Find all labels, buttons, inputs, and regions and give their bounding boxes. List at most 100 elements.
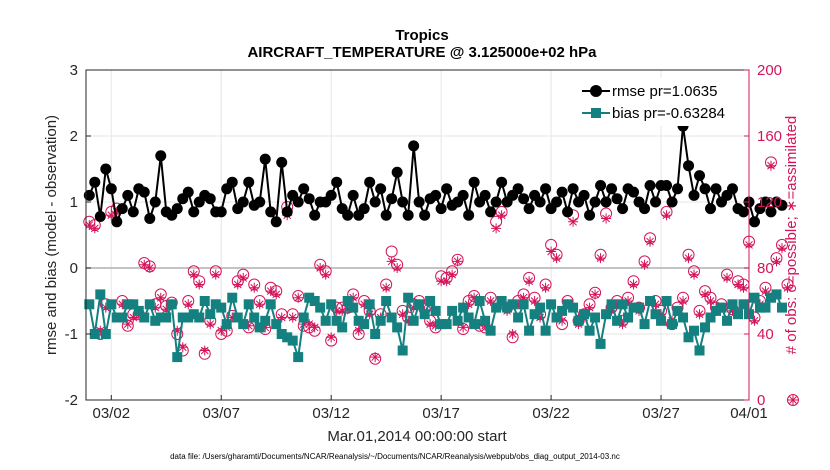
bias-point xyxy=(122,299,133,310)
rmse-point xyxy=(364,176,376,188)
rmse-point xyxy=(265,206,277,218)
assimilated-point xyxy=(315,263,326,273)
bias-point xyxy=(601,309,612,320)
assimilated-point xyxy=(320,269,331,280)
rmse-point xyxy=(765,206,777,218)
assimilated-point xyxy=(507,329,518,339)
assimilated-point xyxy=(595,253,606,264)
assimilated-point xyxy=(276,312,287,323)
assimilated-point xyxy=(612,299,623,310)
assimilated-point xyxy=(441,276,452,287)
bias-point xyxy=(249,312,260,323)
assimilated-point xyxy=(249,282,260,293)
assimilated-point xyxy=(469,292,480,303)
bias-point xyxy=(205,309,216,320)
bias-point xyxy=(172,352,183,363)
bias-point xyxy=(507,299,518,310)
bias-point xyxy=(304,292,315,303)
rmse-point xyxy=(116,203,128,215)
assimilated-point xyxy=(590,289,601,300)
assimilated-point xyxy=(700,289,711,300)
assimilated-point xyxy=(381,282,392,293)
assimilated-point xyxy=(293,292,304,303)
bias-point xyxy=(689,325,700,336)
bias-point xyxy=(683,332,694,343)
assimilated-point xyxy=(540,282,551,293)
assimilated-point xyxy=(584,302,595,313)
bias-point xyxy=(502,302,513,313)
bias-point xyxy=(348,302,359,313)
rmse-point xyxy=(496,176,508,188)
bias-point xyxy=(672,305,683,316)
bias-point xyxy=(183,312,194,323)
assimilated-point xyxy=(705,296,716,306)
bias-point xyxy=(100,329,111,339)
legend: rmse pr=1.0635 bias pr=-0.63284 xyxy=(578,78,742,126)
bias-point xyxy=(535,302,546,313)
y-axis-left-label: rmse and bias (model - observation) xyxy=(43,115,60,355)
assimilated-point xyxy=(304,319,315,330)
assimilated-point xyxy=(84,220,95,231)
assimilated-point xyxy=(694,309,705,320)
bias-point xyxy=(557,305,568,316)
rmse-point xyxy=(292,196,304,208)
y-right-tick-label: 0 xyxy=(757,392,765,409)
rmse-point xyxy=(468,176,480,188)
rmse-point xyxy=(441,183,453,195)
assimilated-point xyxy=(650,299,661,310)
assimilated-point xyxy=(722,272,733,283)
x-tick-label: 04/01 xyxy=(730,405,768,422)
assimilated-point xyxy=(122,319,133,330)
assimilated-point xyxy=(557,315,568,326)
bias-point xyxy=(491,302,502,313)
assimilated-point xyxy=(392,263,403,273)
rmse-point xyxy=(182,186,194,198)
bias-point xyxy=(513,312,524,323)
bias-point xyxy=(221,319,232,330)
y-axis-right: 0 40 80 120 160 200 xyxy=(744,62,782,409)
y-axis-left: -2 -1 0 1 2 3 xyxy=(65,62,91,409)
bias-point xyxy=(612,315,623,326)
assimilated-point xyxy=(518,292,529,303)
bias-point xyxy=(188,309,199,320)
bias-point xyxy=(144,299,155,310)
bias-point xyxy=(617,299,628,310)
y-left-tick-label: 3 xyxy=(70,62,78,79)
assimilated-point xyxy=(606,305,617,316)
legend-bias-label: bias pr=-0.63284 xyxy=(612,105,725,122)
assimilated-point xyxy=(309,322,320,333)
bias-point xyxy=(749,292,760,303)
bias-point xyxy=(133,305,144,316)
bias-point xyxy=(590,312,601,323)
rmse-point xyxy=(435,203,447,215)
rmse-point xyxy=(419,209,431,221)
rmse-point xyxy=(204,193,216,205)
assimilated-point xyxy=(216,325,227,336)
bias-point xyxy=(232,312,243,323)
bias-point xyxy=(529,309,540,320)
rmse-point xyxy=(551,196,563,208)
assimilated-point xyxy=(425,319,436,330)
bias-point xyxy=(216,302,227,313)
y-right-tick-label: 200 xyxy=(757,62,782,79)
bias-point xyxy=(579,309,590,320)
assimilated-point xyxy=(749,315,760,326)
x-tick-label: 03/22 xyxy=(532,405,570,422)
assimilated-point xyxy=(183,299,194,310)
x-tick-label: 03/17 xyxy=(422,405,460,422)
assimilated-point xyxy=(359,299,370,310)
assimilated-point xyxy=(403,315,414,326)
assimilated-point xyxy=(639,259,650,270)
rmse-point xyxy=(375,183,387,195)
possible-point xyxy=(786,394,799,406)
rmse-point xyxy=(171,203,183,215)
bias-point xyxy=(254,322,265,333)
y-axis-right-label: # of obs: o=possible; ∗=assimilated xyxy=(783,116,800,355)
assimilated-point xyxy=(513,299,524,310)
bias-point xyxy=(315,302,326,313)
rmse-point xyxy=(100,163,112,175)
rmse-point xyxy=(122,189,134,201)
assimilated-point xyxy=(661,210,672,221)
rmse-point xyxy=(666,196,678,208)
bias-point xyxy=(375,315,386,326)
